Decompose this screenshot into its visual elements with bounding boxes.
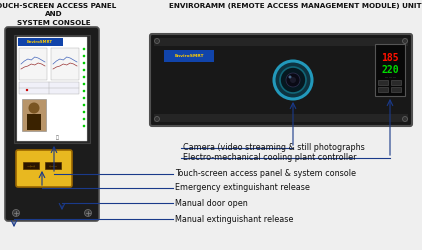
Text: Touch-screen access panel & system console: Touch-screen access panel & system conso… xyxy=(175,170,356,178)
Text: EnviroSMRT: EnviroSMRT xyxy=(27,40,53,44)
Bar xyxy=(164,50,214,62)
Circle shape xyxy=(83,62,85,64)
FancyBboxPatch shape xyxy=(5,27,99,221)
Circle shape xyxy=(286,73,300,87)
Bar xyxy=(45,162,61,169)
Circle shape xyxy=(83,104,85,106)
Circle shape xyxy=(29,102,40,114)
Circle shape xyxy=(154,38,160,44)
Circle shape xyxy=(403,116,408,121)
FancyBboxPatch shape xyxy=(150,34,412,126)
Bar xyxy=(19,48,47,80)
Bar xyxy=(51,48,79,80)
Text: →→: →→ xyxy=(26,163,35,168)
Text: ←←: ←← xyxy=(49,163,58,168)
Circle shape xyxy=(83,90,85,92)
Circle shape xyxy=(274,61,312,99)
Text: Electro-mechanical cooling plant controller: Electro-mechanical cooling plant control… xyxy=(183,154,357,162)
Bar xyxy=(18,38,63,46)
Text: TOUCH-SCREEN ACCESS PANEL
AND
SYSTEM CONSOLE: TOUCH-SCREEN ACCESS PANEL AND SYSTEM CON… xyxy=(0,3,116,26)
Circle shape xyxy=(290,77,296,83)
FancyBboxPatch shape xyxy=(16,150,72,187)
Circle shape xyxy=(403,38,408,44)
Bar xyxy=(154,38,408,46)
Circle shape xyxy=(83,55,85,57)
Text: ENVIRORAMM (REMOTE ACCESS MANAGEMENT MODULE) UNIT: ENVIRORAMM (REMOTE ACCESS MANAGEMENT MOD… xyxy=(169,3,421,9)
Circle shape xyxy=(84,210,92,216)
Bar xyxy=(23,162,39,169)
Text: Emergency extinguishant release: Emergency extinguishant release xyxy=(175,184,310,192)
Bar xyxy=(391,80,401,85)
Circle shape xyxy=(83,83,85,85)
Circle shape xyxy=(13,210,19,216)
Text: EnviroSMRT: EnviroSMRT xyxy=(174,54,204,58)
Circle shape xyxy=(280,67,306,93)
Circle shape xyxy=(26,89,28,91)
Text: Camera (video streaming & still photographs: Camera (video streaming & still photogra… xyxy=(183,144,365,152)
Bar xyxy=(391,87,401,92)
Text: 220: 220 xyxy=(381,65,399,75)
Bar xyxy=(14,35,90,143)
Text: Manual door open: Manual door open xyxy=(175,198,248,207)
Circle shape xyxy=(83,76,85,78)
Circle shape xyxy=(154,116,160,121)
Bar xyxy=(19,82,79,94)
Bar xyxy=(375,44,405,96)
Circle shape xyxy=(83,125,85,127)
Circle shape xyxy=(83,48,85,50)
Text: 185: 185 xyxy=(381,53,399,63)
Circle shape xyxy=(289,76,292,78)
Circle shape xyxy=(83,111,85,113)
Bar xyxy=(17,37,87,141)
Circle shape xyxy=(83,69,85,71)
Bar xyxy=(378,87,388,92)
Bar xyxy=(378,80,388,85)
Text: Manual extinguishant release: Manual extinguishant release xyxy=(175,214,293,224)
Bar xyxy=(22,99,46,131)
Text: --- --- ---: --- --- --- xyxy=(384,75,395,79)
Circle shape xyxy=(83,97,85,99)
Bar xyxy=(154,114,408,122)
Circle shape xyxy=(83,118,85,120)
Bar xyxy=(27,114,41,130)
Text: 🔒: 🔒 xyxy=(56,134,58,140)
